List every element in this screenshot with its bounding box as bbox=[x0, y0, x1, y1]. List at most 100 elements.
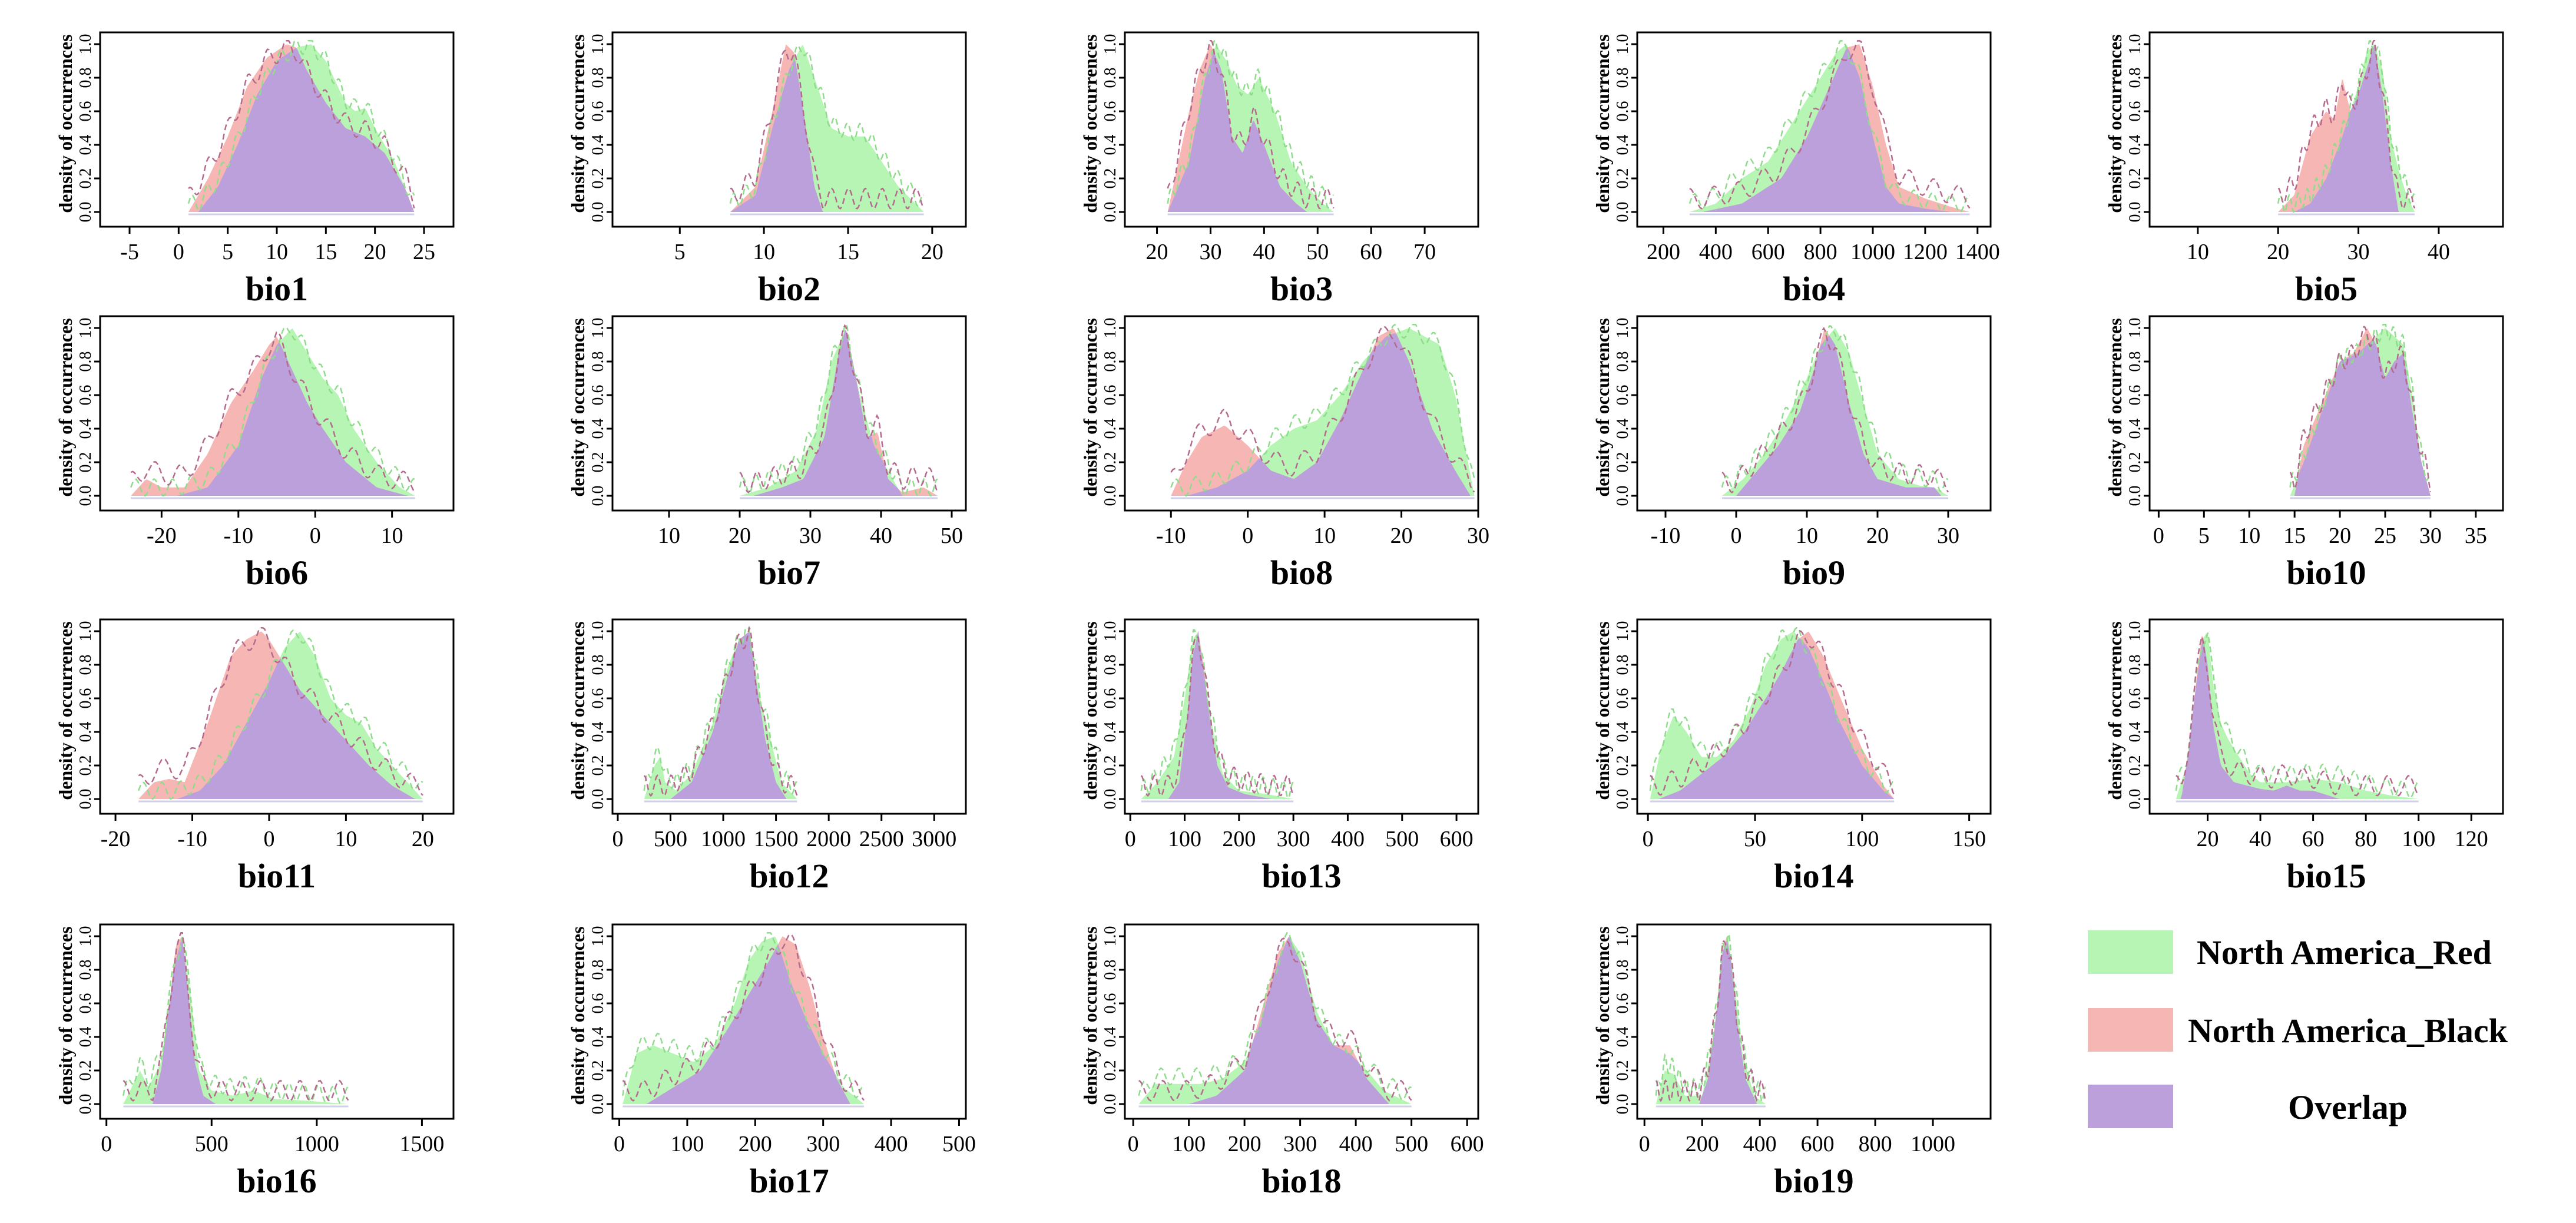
line-North America_Black bbox=[122, 932, 349, 1102]
y-tick-label: 0.8 bbox=[1101, 68, 1120, 88]
y-tick-label: 0.0 bbox=[77, 789, 95, 810]
area-overlap bbox=[1722, 336, 1948, 496]
y-tick-label: 0.0 bbox=[1614, 486, 1632, 506]
x-tick-label: 30 bbox=[1937, 523, 1959, 548]
x-tick-label: 600 bbox=[1801, 1132, 1835, 1156]
line-North America_Red bbox=[187, 40, 415, 212]
x-tick-label: 100 bbox=[1168, 827, 1201, 851]
x-tick-label: -20 bbox=[101, 827, 131, 851]
x-tick-label: 400 bbox=[1699, 240, 1733, 264]
y-axis-label: density of occurrences bbox=[1592, 318, 1613, 496]
y-tick-label: 0.8 bbox=[2126, 352, 2144, 372]
panel-title: bio15 bbox=[2286, 857, 2366, 895]
y-tick-label: 0.6 bbox=[1101, 101, 1120, 122]
x-tick-label: 20 bbox=[2329, 523, 2351, 548]
line-North America_Red bbox=[1170, 323, 1475, 497]
panel-title: bio2 bbox=[758, 270, 820, 308]
y-axis-label: density of occurrences bbox=[567, 318, 588, 496]
area-overlap bbox=[131, 343, 415, 496]
x-tick-label: 10 bbox=[381, 523, 403, 548]
y-axis-label: density of occurrences bbox=[2104, 34, 2125, 213]
y-tick-label: 0.6 bbox=[2126, 688, 2144, 709]
y-tick-label: 1.0 bbox=[589, 926, 607, 947]
line-North America_Red bbox=[2277, 39, 2415, 214]
line-North America_Red bbox=[1688, 40, 1970, 213]
x-tick-label: 0 bbox=[173, 240, 184, 264]
line-North America_Black bbox=[1689, 40, 1971, 210]
line-North America_Black bbox=[643, 625, 798, 797]
x-tick-label: 25 bbox=[413, 240, 435, 264]
y-tick-label: 0.4 bbox=[589, 1027, 607, 1048]
legend-label-overlap: Overlap bbox=[2288, 1088, 2408, 1126]
x-tick-label: 20 bbox=[729, 523, 751, 548]
x-tick-label: 100 bbox=[1172, 1132, 1206, 1156]
legend-swatch-red bbox=[2088, 930, 2173, 974]
y-tick-label: 1.0 bbox=[1614, 926, 1632, 947]
line-North America_Black bbox=[2176, 637, 2419, 797]
x-tick-label: 0 bbox=[614, 1132, 625, 1156]
x-tick-label: 35 bbox=[2465, 523, 2487, 548]
y-tick-label: 0.4 bbox=[77, 1027, 95, 1048]
x-tick-label: 400 bbox=[1339, 1132, 1373, 1156]
y-tick-label: 0.2 bbox=[1101, 755, 1120, 776]
legend-swatch-overlap bbox=[2088, 1085, 2173, 1128]
x-tick-label: 200 bbox=[1647, 240, 1680, 264]
y-tick-label: 1.0 bbox=[2126, 34, 2144, 55]
line-North America_Red bbox=[122, 936, 349, 1104]
y-tick-label: 0.8 bbox=[77, 960, 95, 980]
x-tick-label: 60 bbox=[1360, 240, 1382, 264]
x-tick-label: 1000 bbox=[1850, 240, 1895, 264]
area-overlap bbox=[2278, 44, 2415, 212]
panel-title: bio18 bbox=[1261, 1162, 1341, 1200]
y-tick-label: 0.6 bbox=[1101, 993, 1120, 1014]
x-tick-label: 40 bbox=[2249, 827, 2272, 851]
y-axis-label: density of occurrences bbox=[2104, 621, 2125, 800]
panel-title: bio1 bbox=[246, 270, 308, 308]
y-tick-label: 0.0 bbox=[1101, 486, 1120, 506]
y-axis-label: density of occurrences bbox=[1080, 926, 1101, 1105]
x-tick-label: 10 bbox=[266, 240, 288, 264]
y-axis-label: density of occurrences bbox=[1080, 34, 1101, 213]
x-tick-label: 100 bbox=[2402, 827, 2435, 851]
y-tick-label: 0.4 bbox=[589, 722, 607, 743]
y-tick-label: 0.2 bbox=[589, 452, 607, 473]
x-tick-label: 100 bbox=[1845, 827, 1879, 851]
x-tick-label: 300 bbox=[1283, 1132, 1317, 1156]
panel-title: bio7 bbox=[758, 554, 820, 592]
x-tick-label: 20 bbox=[1390, 523, 1413, 548]
area-overlap bbox=[1167, 52, 1334, 212]
area-overlap bbox=[730, 59, 924, 212]
area-overlap bbox=[1655, 939, 1766, 1104]
y-tick-label: 0.2 bbox=[2126, 452, 2144, 473]
y-tick-label: 0.8 bbox=[2126, 68, 2144, 88]
x-tick-label: 30 bbox=[1467, 523, 1489, 548]
x-tick-label: 20 bbox=[364, 240, 386, 264]
y-tick-label: 1.0 bbox=[1101, 621, 1120, 642]
x-tick-label: -10 bbox=[1651, 523, 1681, 548]
panel-title: bio16 bbox=[237, 1162, 316, 1200]
x-tick-label: 20 bbox=[921, 240, 943, 264]
y-tick-label: 0.2 bbox=[1101, 452, 1120, 473]
y-tick-label: 0.2 bbox=[2126, 755, 2144, 776]
chart-panel-bio4: 200 400 600 800 1000 1200 1400 0.0 0.2 0.4 0.6 0.8 1… bbox=[1592, 31, 2000, 308]
y-axis-label: density of occurrences bbox=[1080, 318, 1101, 496]
x-tick-label: 40 bbox=[870, 523, 892, 548]
x-tick-label: 600 bbox=[1751, 240, 1785, 264]
x-tick-label: 10 bbox=[2187, 240, 2209, 264]
chart-panel-bio15: 20 40 60 80 100 120 0.0 0.2 0.4 0.6 0.8 1.0density … bbox=[2104, 618, 2504, 895]
y-tick-label: 0.0 bbox=[2126, 486, 2144, 506]
y-tick-label: 1.0 bbox=[1101, 926, 1120, 947]
x-tick-label: 500 bbox=[1395, 1132, 1428, 1156]
y-tick-label: 1.0 bbox=[2126, 621, 2144, 642]
y-tick-label: 0.8 bbox=[2126, 655, 2144, 675]
y-tick-label: 1.0 bbox=[77, 926, 95, 947]
x-tick-label: 1000 bbox=[701, 827, 746, 851]
x-tick-label: 800 bbox=[1804, 240, 1837, 264]
x-tick-label: 500 bbox=[942, 1132, 976, 1156]
y-tick-label: 0.4 bbox=[2126, 722, 2144, 743]
